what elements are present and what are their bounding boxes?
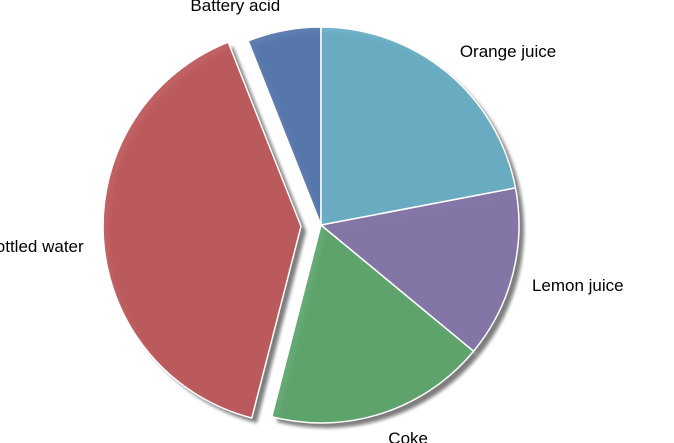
pie-slice-bottled-water xyxy=(102,41,302,419)
slice-label-coke: Coke xyxy=(388,429,428,443)
slice-label-orange-juice: Orange juice xyxy=(460,42,556,61)
pie-slice-orange-juice xyxy=(320,26,517,226)
slice-label-battery-acid: Battery acid xyxy=(190,0,280,15)
slice-label-bottled-water: Bottled water xyxy=(0,237,84,256)
pie-slices xyxy=(102,26,520,424)
slice-labels: Battery acid Bottled water Coke Lemon juice… xyxy=(0,0,624,443)
pie-slice-coke xyxy=(271,224,475,424)
slice-label-lemon-juice: Lemon juice xyxy=(532,276,624,295)
pie-slice-lemon-juice xyxy=(320,187,520,352)
